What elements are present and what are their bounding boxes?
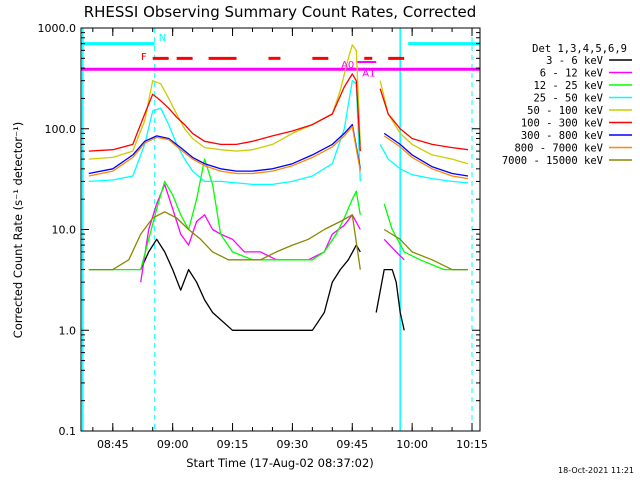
series-line-1 xyxy=(140,183,405,283)
series-line-7 xyxy=(88,125,469,180)
legend-title: Det 1,3,4,5,6,9 xyxy=(532,43,627,55)
x-tick-label: 10:00 xyxy=(396,438,428,451)
overlay-group xyxy=(81,28,480,431)
x-axis-label: Start Time (17-Aug-02 08:37:02) xyxy=(186,456,374,470)
y-axis: 0.1 1.0 10.0 100.0 1000.0 xyxy=(38,22,480,438)
legend-entry-label: 6 - 12 keV xyxy=(540,68,604,80)
y-tick-label: 0.1 xyxy=(59,425,77,438)
x-tick-label: 09:45 xyxy=(336,438,368,451)
x-tick-label: 08:45 xyxy=(97,438,129,451)
legend-entry-label: 3 - 6 keV xyxy=(546,55,604,67)
x-tick-label: 09:15 xyxy=(217,438,249,451)
legend-entry-label: 800 - 7000 keV xyxy=(514,143,603,155)
y-tick-label: 10.0 xyxy=(52,224,77,237)
annotation-f: F xyxy=(141,52,147,63)
legend-entry-label: 100 - 300 keV xyxy=(521,118,604,130)
annotation-group: N F A0 A1 xyxy=(141,33,376,79)
series-line-0 xyxy=(140,238,405,331)
y-tick-label: 1000.0 xyxy=(38,22,77,35)
annotation-n: N xyxy=(159,33,166,44)
x-tick-label: 09:30 xyxy=(277,438,309,451)
x-tick-label: 09:00 xyxy=(157,438,189,451)
series-line-2 xyxy=(88,158,468,271)
chart-title: RHESSI Observing Summary Count Rates, Co… xyxy=(84,3,477,21)
y-tick-label: 1.0 xyxy=(59,324,77,337)
annotation-a0: A0 xyxy=(341,60,354,71)
series-group xyxy=(88,44,469,331)
legend-entry-label: 7000 - 15000 keV xyxy=(502,155,604,167)
y-axis-label: Corrected Count Rate (s⁻¹ detector⁻¹) xyxy=(11,122,25,338)
x-axis: 08:45 09:00 09:15 09:30 09:45 10:00 10:15 xyxy=(92,28,488,451)
legend-entry-label: 50 - 100 keV xyxy=(527,105,604,117)
plot-frame xyxy=(80,27,481,432)
series-line-6 xyxy=(88,123,469,177)
generation-timestamp: 18-Oct-2021 11:21 xyxy=(558,466,634,475)
x-tick-label: 10:15 xyxy=(456,438,488,451)
legend-entry-label: 25 - 50 keV xyxy=(533,93,603,105)
y-tick-label: 100.0 xyxy=(45,123,77,136)
legend-entry-label: 12 - 25 keV xyxy=(533,80,603,92)
annotation-a1: A1 xyxy=(362,69,375,80)
series-line-3 xyxy=(88,80,469,186)
series-line-8 xyxy=(88,211,468,271)
series-line-5 xyxy=(88,73,469,152)
legend-entry-label: 300 - 800 keV xyxy=(521,130,604,142)
